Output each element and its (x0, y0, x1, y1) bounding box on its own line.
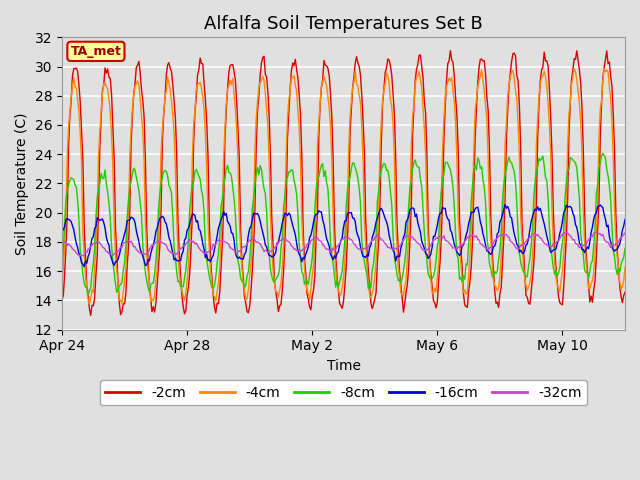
Legend: -2cm, -4cm, -8cm, -16cm, -32cm: -2cm, -4cm, -8cm, -16cm, -32cm (100, 380, 588, 406)
Text: TA_met: TA_met (70, 45, 122, 58)
Title: Alfalfa Soil Temperatures Set B: Alfalfa Soil Temperatures Set B (204, 15, 483, 33)
X-axis label: Time: Time (326, 359, 360, 373)
Y-axis label: Soil Temperature (C): Soil Temperature (C) (15, 112, 29, 255)
